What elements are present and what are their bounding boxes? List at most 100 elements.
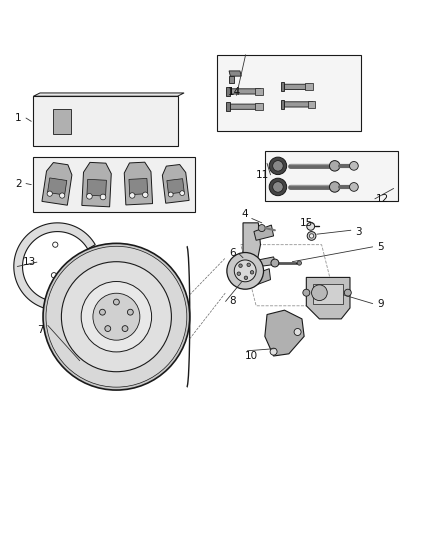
Polygon shape bbox=[285, 84, 311, 90]
Bar bbox=[265, 151, 398, 201]
Text: 3: 3 bbox=[355, 228, 362, 237]
Circle shape bbox=[244, 276, 247, 280]
Text: 2: 2 bbox=[15, 179, 21, 189]
Polygon shape bbox=[100, 264, 106, 274]
Circle shape bbox=[239, 264, 242, 268]
Circle shape bbox=[234, 260, 256, 282]
Circle shape bbox=[344, 289, 351, 296]
Polygon shape bbox=[265, 310, 304, 356]
Text: 9: 9 bbox=[377, 298, 384, 309]
Polygon shape bbox=[258, 257, 276, 266]
Polygon shape bbox=[305, 83, 313, 90]
Text: 1: 1 bbox=[15, 113, 21, 123]
Circle shape bbox=[227, 253, 264, 289]
Polygon shape bbox=[306, 277, 350, 319]
Circle shape bbox=[180, 191, 184, 196]
Circle shape bbox=[273, 160, 283, 171]
Polygon shape bbox=[252, 269, 271, 286]
Circle shape bbox=[307, 231, 316, 240]
Polygon shape bbox=[162, 165, 189, 203]
Circle shape bbox=[258, 224, 265, 231]
Ellipse shape bbox=[53, 106, 71, 112]
Polygon shape bbox=[48, 178, 67, 195]
Polygon shape bbox=[14, 223, 95, 310]
Circle shape bbox=[113, 299, 119, 305]
Circle shape bbox=[81, 281, 152, 352]
Circle shape bbox=[294, 328, 301, 335]
Circle shape bbox=[311, 285, 327, 301]
Circle shape bbox=[105, 326, 111, 332]
Polygon shape bbox=[129, 179, 148, 195]
Circle shape bbox=[303, 289, 310, 296]
Polygon shape bbox=[87, 179, 106, 196]
Polygon shape bbox=[42, 163, 72, 205]
Circle shape bbox=[100, 194, 106, 200]
Bar bbox=[217, 55, 361, 131]
Polygon shape bbox=[281, 100, 285, 109]
Circle shape bbox=[93, 293, 140, 340]
Polygon shape bbox=[307, 101, 315, 108]
Polygon shape bbox=[226, 102, 230, 111]
Polygon shape bbox=[285, 102, 313, 107]
Circle shape bbox=[46, 246, 187, 387]
Text: 15: 15 bbox=[300, 218, 313, 228]
Circle shape bbox=[47, 191, 53, 196]
Circle shape bbox=[269, 157, 287, 175]
Text: 7: 7 bbox=[37, 325, 43, 335]
Text: 6: 6 bbox=[229, 248, 235, 259]
Ellipse shape bbox=[121, 112, 142, 131]
Polygon shape bbox=[230, 104, 261, 109]
Polygon shape bbox=[124, 162, 152, 205]
Circle shape bbox=[247, 263, 251, 266]
Polygon shape bbox=[313, 284, 343, 304]
Text: 13: 13 bbox=[22, 257, 36, 267]
Circle shape bbox=[43, 244, 190, 390]
Polygon shape bbox=[243, 223, 261, 275]
Text: 14: 14 bbox=[228, 87, 241, 97]
Text: 12: 12 bbox=[376, 194, 389, 204]
Circle shape bbox=[53, 242, 58, 247]
Ellipse shape bbox=[239, 266, 252, 275]
Circle shape bbox=[168, 192, 173, 197]
Circle shape bbox=[309, 234, 314, 238]
Circle shape bbox=[329, 160, 340, 171]
Polygon shape bbox=[254, 225, 274, 240]
Circle shape bbox=[142, 192, 148, 198]
Polygon shape bbox=[255, 88, 263, 95]
Circle shape bbox=[237, 272, 240, 276]
Circle shape bbox=[307, 222, 314, 230]
Circle shape bbox=[99, 309, 106, 315]
Circle shape bbox=[87, 193, 92, 199]
Ellipse shape bbox=[90, 116, 103, 127]
Text: 11: 11 bbox=[256, 170, 269, 180]
Circle shape bbox=[61, 262, 171, 372]
Circle shape bbox=[250, 271, 254, 274]
Polygon shape bbox=[33, 96, 177, 147]
Polygon shape bbox=[281, 83, 285, 91]
Circle shape bbox=[269, 178, 287, 196]
Circle shape bbox=[130, 193, 135, 198]
Text: 5: 5 bbox=[377, 242, 384, 252]
Text: 8: 8 bbox=[229, 296, 235, 306]
Circle shape bbox=[329, 182, 340, 192]
Polygon shape bbox=[33, 93, 184, 96]
Circle shape bbox=[271, 259, 279, 267]
Circle shape bbox=[60, 193, 65, 198]
Circle shape bbox=[297, 261, 301, 265]
Polygon shape bbox=[229, 76, 234, 83]
Polygon shape bbox=[167, 179, 184, 194]
Text: 4: 4 bbox=[242, 209, 248, 219]
Circle shape bbox=[51, 272, 57, 278]
Circle shape bbox=[127, 309, 133, 315]
Circle shape bbox=[122, 326, 128, 332]
Polygon shape bbox=[33, 157, 195, 212]
Ellipse shape bbox=[53, 131, 71, 136]
Polygon shape bbox=[255, 103, 263, 110]
Polygon shape bbox=[53, 109, 71, 134]
Polygon shape bbox=[82, 163, 111, 207]
Circle shape bbox=[350, 161, 358, 170]
Circle shape bbox=[273, 182, 283, 192]
Text: 10: 10 bbox=[245, 351, 258, 361]
Polygon shape bbox=[226, 87, 230, 96]
Circle shape bbox=[350, 183, 358, 191]
